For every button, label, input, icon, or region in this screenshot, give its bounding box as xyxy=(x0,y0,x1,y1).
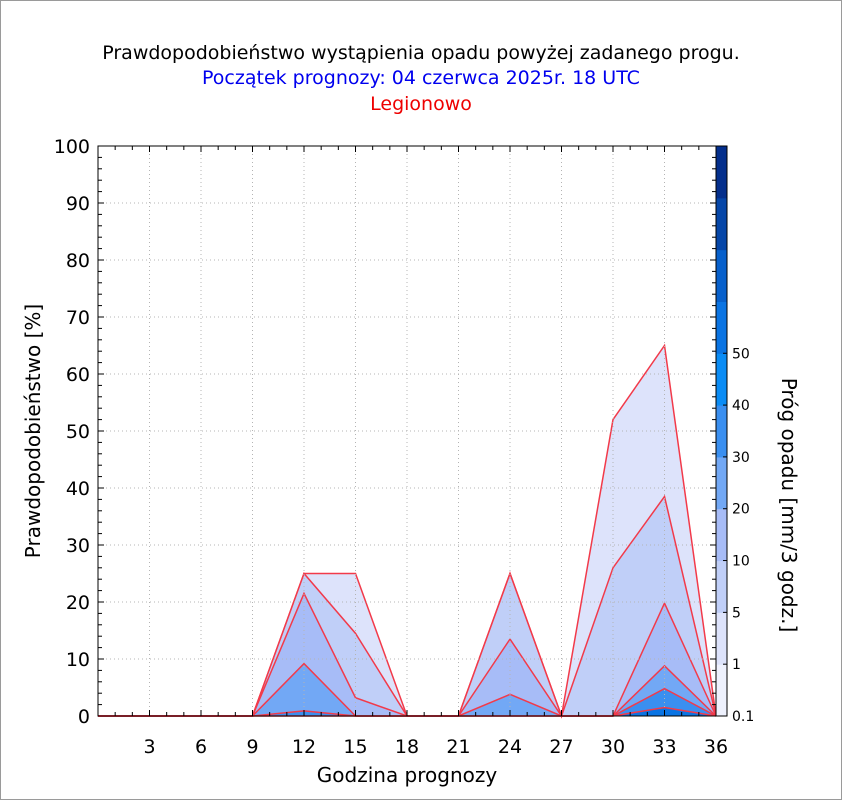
colorbar xyxy=(715,145,728,717)
colorbar-tick-label: 30 xyxy=(732,450,750,466)
x-tick-label: 18 xyxy=(395,736,419,758)
x-tick-label: 27 xyxy=(549,736,573,758)
y-tick-label: 50 xyxy=(66,421,90,443)
grid-lines xyxy=(98,146,716,716)
colorbar-label: Próg opadu [mm/3 godz.] xyxy=(777,378,801,633)
colorbar-segment xyxy=(716,560,727,613)
y-tick-labels: 0 10 20 30 40 50 60 70 80 90 100 xyxy=(54,136,90,728)
x-tick-label: 15 xyxy=(343,736,367,758)
y-tick-label: 0 xyxy=(78,706,90,728)
colorbar-tick-label: 1 xyxy=(732,657,741,673)
x-tick-labels: 3 6 9 12 15 18 21 24 27 30 33 36 xyxy=(143,736,728,758)
x-tick-label: 36 xyxy=(704,736,728,758)
y-tick-label: 60 xyxy=(66,364,90,386)
colorbar-tick-label: 10 xyxy=(732,554,750,570)
colorbar-segment xyxy=(716,612,727,665)
x-tick-label: 6 xyxy=(195,736,207,758)
colorbar-segment xyxy=(716,146,727,199)
x-tick-label: 33 xyxy=(652,736,676,758)
y-tick-label: 10 xyxy=(66,649,90,671)
colorbar-tick-label: 0.1 xyxy=(732,709,754,725)
colorbar-segment xyxy=(716,249,727,302)
colorbar-segment xyxy=(716,197,727,251)
area-threshold-30 xyxy=(98,707,716,716)
colorbar-tick-label: 40 xyxy=(732,398,750,414)
y-tick-label: 30 xyxy=(66,535,90,557)
colorbar-segment xyxy=(716,405,727,458)
chart-location: Legionowo xyxy=(370,93,472,115)
colorbar-tick-label: 50 xyxy=(732,346,750,362)
x-tick-label: 24 xyxy=(498,736,522,758)
x-tick-label: 12 xyxy=(292,736,316,758)
colorbar-tick-labels: 0.1 1 5 10 20 30 40 50 xyxy=(723,346,754,725)
colorbar-segment xyxy=(716,664,727,717)
y-axis-label: Prawdopodobieństwo [%] xyxy=(21,304,45,558)
colorbar-tick-label: 20 xyxy=(732,502,750,518)
y-tick-label: 40 xyxy=(66,478,90,500)
chart-subtitle: Początek prognozy: 04 czerwca 2025r. 18 … xyxy=(202,67,640,89)
colorbar-segment xyxy=(716,508,727,562)
y-tick-label: 20 xyxy=(66,592,90,614)
y-tick-label: 70 xyxy=(66,307,90,329)
colorbar-tick-label: 5 xyxy=(732,605,741,621)
y-tick-label: 90 xyxy=(66,193,90,215)
x-tick-label: 30 xyxy=(601,736,625,758)
x-axis-label: Godzina prognozy xyxy=(317,763,498,787)
y-tick-label: 80 xyxy=(66,250,90,272)
x-tick-label: 21 xyxy=(446,736,470,758)
colorbar-segment xyxy=(716,456,727,510)
colorbar-segment xyxy=(716,353,727,406)
x-tick-label: 3 xyxy=(143,736,155,758)
colorbar-border xyxy=(715,145,728,717)
colorbar-segment xyxy=(716,301,727,354)
x-tick-label: 9 xyxy=(246,736,258,758)
y-tick-label: 100 xyxy=(54,136,90,158)
chart-title: Prawdopodobieństwo wystąpienia opadu pow… xyxy=(102,42,740,64)
